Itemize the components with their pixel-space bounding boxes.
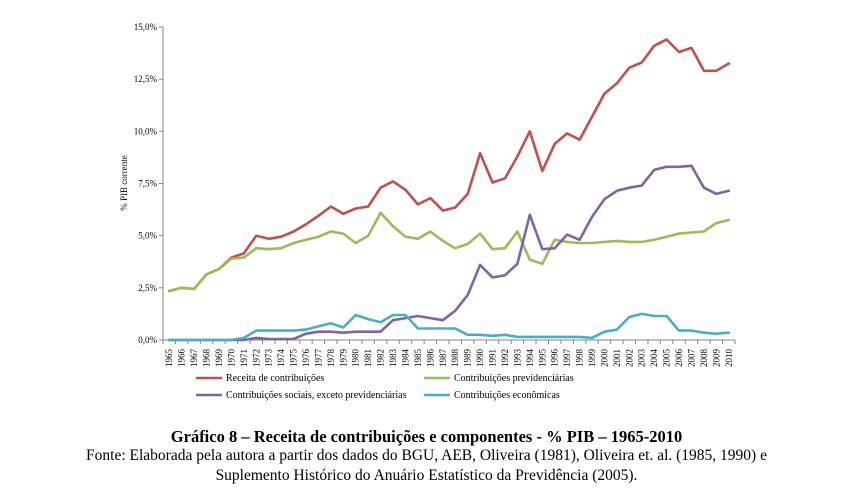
y-tick-label: 7,5% [138, 179, 157, 189]
series-line-2 [167, 164, 731, 342]
x-tick-label: 1981 [363, 349, 373, 367]
x-tick-label: 1994 [525, 349, 535, 368]
x-tick-label: 2003 [637, 349, 647, 368]
x-tick-label: 1998 [575, 349, 585, 368]
y-axis-ticks: 0,0% 2,5% 5,0% 7,5% 10,0% 12,5% 15,0% [134, 22, 163, 345]
legend: Receita de contribuições Contribuições pr… [196, 373, 574, 401]
x-tick-label: 1978 [326, 349, 336, 368]
x-tick-label: 1985 [413, 349, 423, 368]
x-tick-label: 1986 [425, 349, 435, 368]
x-tick-label: 1969 [214, 349, 224, 368]
x-tick-label: 1966 [177, 349, 187, 368]
x-tick-label: 1970 [226, 349, 236, 368]
x-tick-label: 2005 [662, 349, 672, 368]
x-tick-label: 1971 [239, 349, 249, 367]
x-tick-label: 1977 [313, 349, 323, 368]
y-tick-label: 15,0% [134, 22, 158, 32]
figure-caption-title: Gráfico 8 – Receita de contribuições e c… [170, 427, 683, 446]
x-tick-label: 2010 [724, 349, 734, 368]
legend-label-1: Contribuições previdenciárias [454, 373, 574, 384]
x-tick-label: 1976 [301, 349, 311, 368]
y-tick-label: 0,0% [138, 335, 157, 345]
x-tick-label: 1972 [251, 349, 261, 367]
x-tick-label: 2009 [711, 349, 721, 368]
x-tick-label: 1999 [587, 349, 597, 368]
x-tick-label: 1993 [512, 349, 522, 368]
axes [162, 27, 735, 341]
series-lines [167, 38, 731, 342]
x-tick-label: 1990 [475, 349, 485, 368]
legend-label-0: Receita de contribuições [226, 373, 324, 384]
x-tick-label: 1987 [438, 349, 448, 368]
legend-label-2: Contribuições sociais, exceto previdenci… [226, 390, 407, 401]
series-line-3 [167, 312, 731, 342]
x-tick-label: 1989 [463, 349, 473, 368]
figure-caption-source: Fonte: Elaborada pela autora a partir do… [0, 446, 853, 486]
x-tick-label: 1979 [338, 349, 348, 368]
y-axis-label: % PIB corrente [119, 155, 129, 210]
x-tick-label: 2006 [674, 349, 684, 368]
x-tick-label: 1997 [562, 349, 572, 368]
legend-label-3: Contribuições econômicas [454, 390, 560, 401]
x-tick-label: 1996 [550, 349, 560, 368]
x-tick-label: 1983 [388, 349, 398, 368]
y-tick-label: 12,5% [134, 74, 158, 84]
source-line-1: Fonte: Elaborada pela autora a partir do… [86, 447, 767, 464]
x-tick-label: 1974 [276, 349, 286, 368]
x-tick-label: 1984 [400, 349, 410, 368]
x-tick-label: 1991 [488, 349, 498, 367]
x-tick-label: 1967 [189, 349, 199, 368]
y-tick-label: 5,0% [138, 231, 157, 241]
series-line-0 [167, 38, 731, 293]
x-tick-label: 1992 [500, 349, 510, 367]
x-tick-label: 2008 [699, 349, 709, 368]
y-tick-label: 10,0% [134, 126, 158, 136]
x-tick-label: 1982 [376, 349, 386, 367]
x-tick-label: 2002 [624, 349, 634, 367]
source-line-2: Suplemento Histórico do Anuário Estatíst… [215, 467, 638, 484]
x-tick-label: 1968 [202, 349, 212, 368]
x-tick-label: 1965 [164, 349, 174, 368]
line-chart: % PIB corrente 0,0% 2,5% 5,0% 7,5% 10,0% 12,5… [119, 22, 736, 401]
x-tick-label: 1975 [289, 349, 299, 368]
x-axis-ticks: 1965 1966 1967 1968 1969 1970 1971 1972 1973 1974… [162, 340, 736, 368]
x-tick-label: 2007 [686, 349, 696, 368]
series-line-1 [167, 211, 731, 293]
x-tick-label: 2000 [599, 349, 609, 368]
x-tick-label: 1988 [450, 349, 460, 368]
x-tick-label: 2004 [649, 349, 659, 368]
x-tick-label: 1995 [537, 349, 547, 368]
x-tick-label: 1973 [264, 349, 274, 368]
x-tick-label: 1980 [351, 349, 361, 368]
y-tick-label: 2,5% [138, 283, 157, 293]
x-tick-label: 2001 [612, 349, 622, 367]
